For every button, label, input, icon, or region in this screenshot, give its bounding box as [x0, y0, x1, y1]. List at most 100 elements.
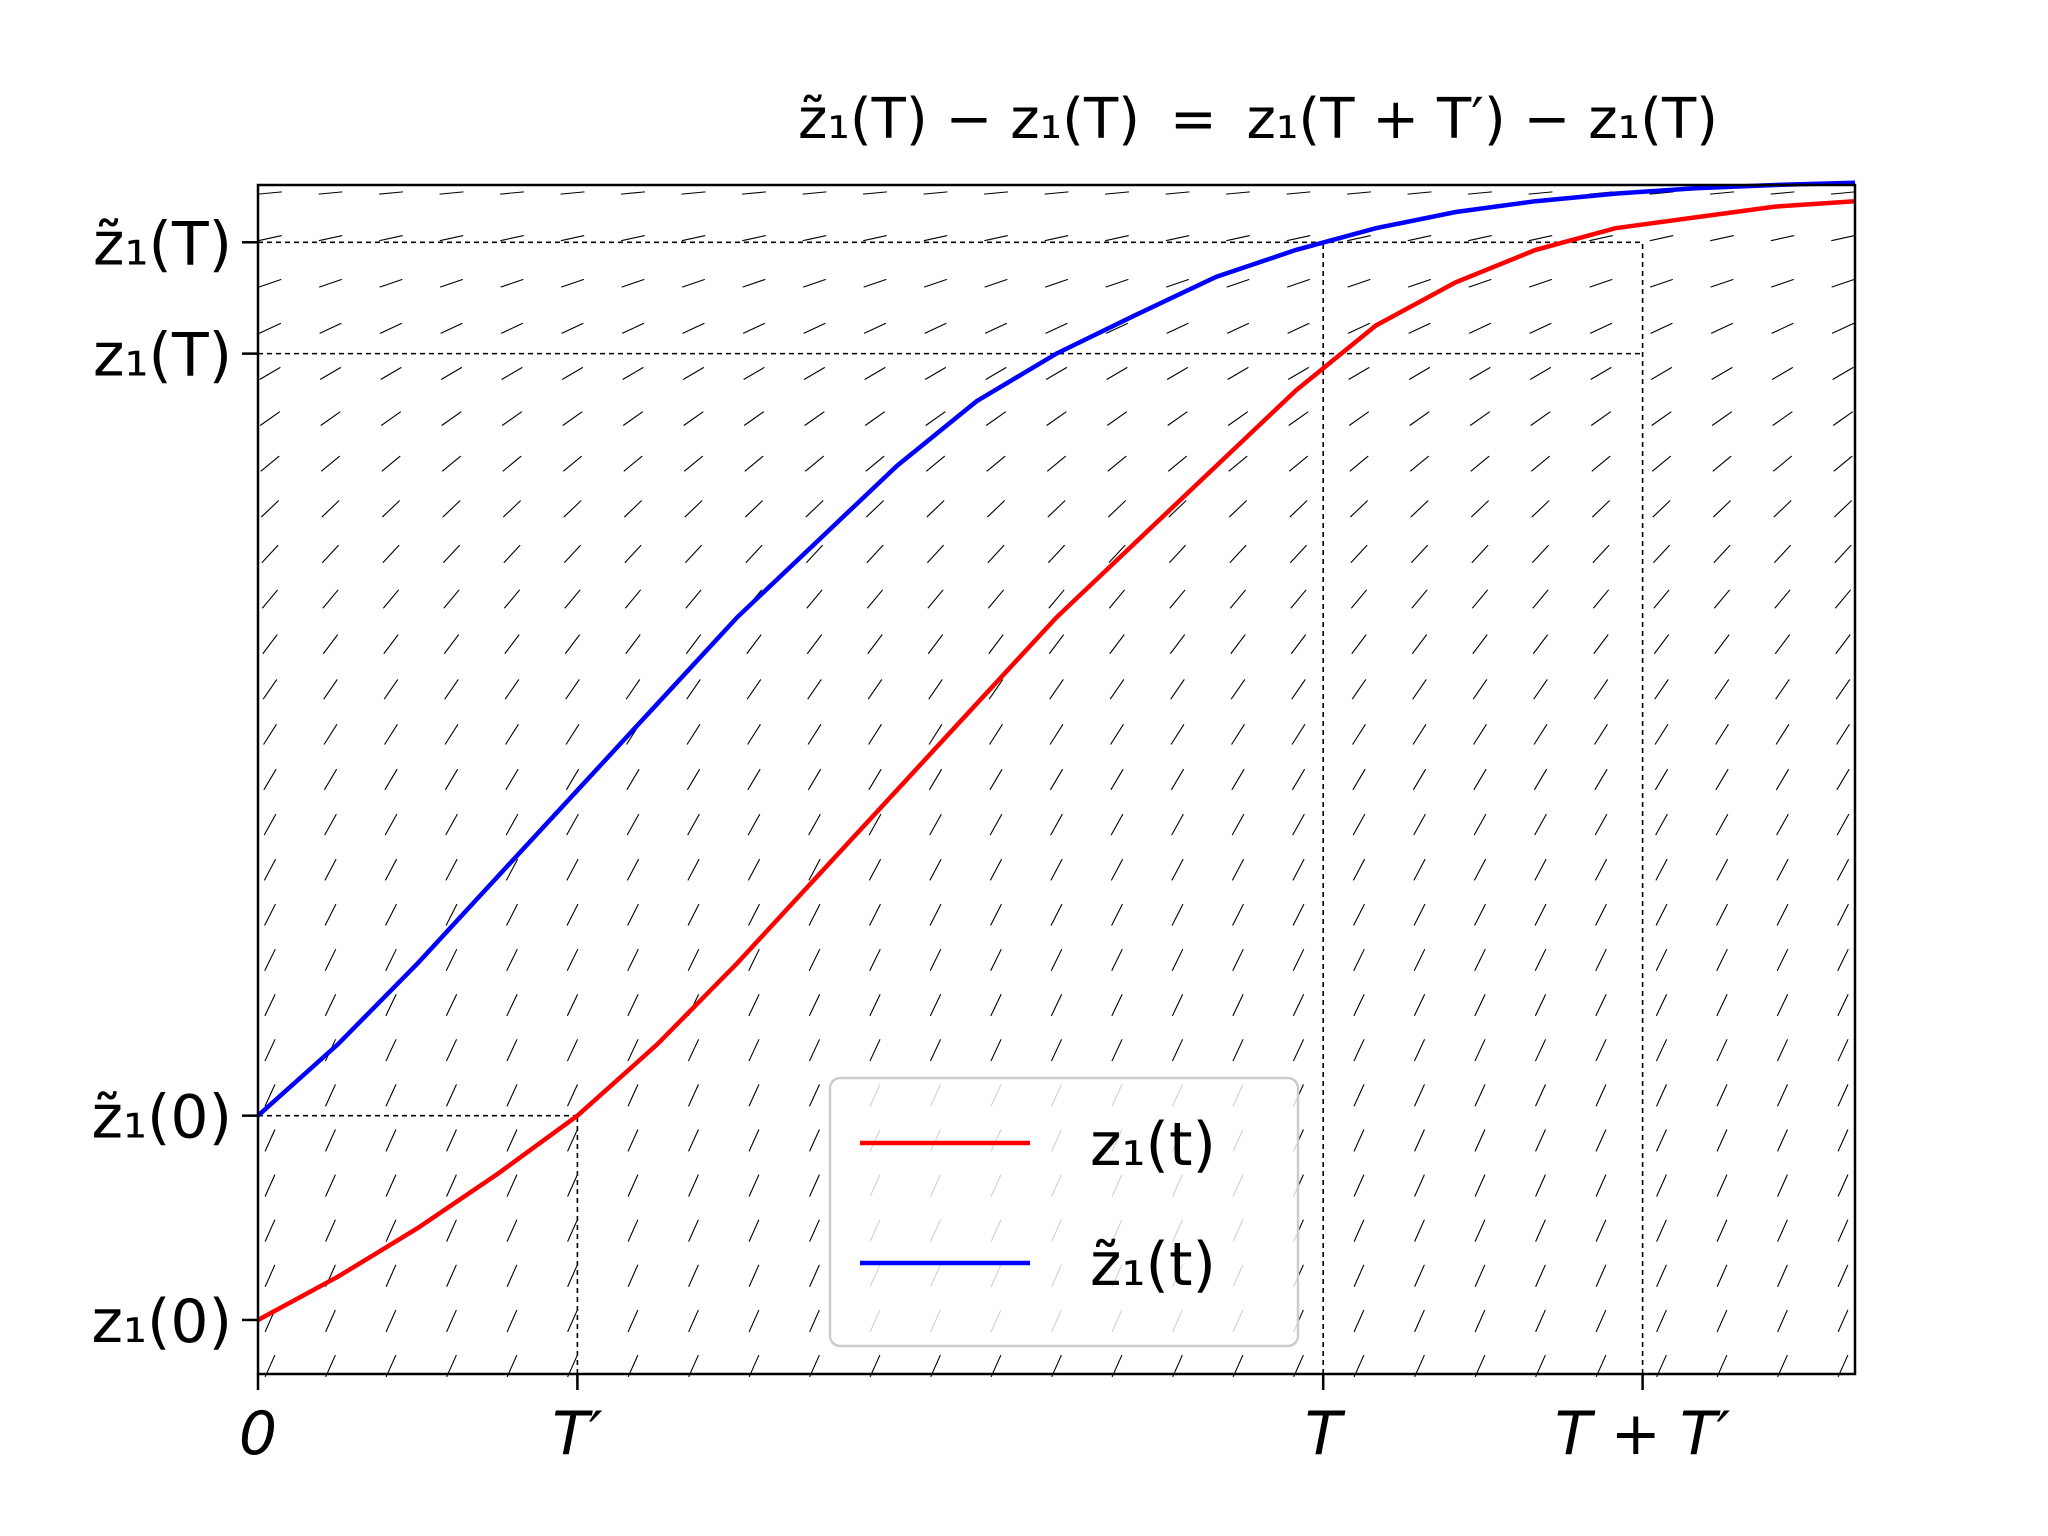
- slope-mark: [1111, 903, 1123, 926]
- slope-mark: [1286, 191, 1311, 195]
- slope-mark: [625, 679, 641, 700]
- slope-mark: [385, 1039, 397, 1062]
- y-tick-label: z₁(T): [93, 321, 232, 391]
- slope-mark: [502, 455, 522, 472]
- slope-mark: [1590, 411, 1612, 426]
- slope-mark: [1292, 813, 1305, 836]
- slope-mark: [1649, 234, 1674, 242]
- slope-mark: [1347, 278, 1371, 288]
- slope-mark: [383, 679, 399, 700]
- slope-mark: [866, 544, 884, 564]
- slope-mark: [379, 191, 403, 195]
- slope-mark: [1468, 191, 1492, 195]
- slope-mark: [1292, 948, 1305, 971]
- slope-mark: [1654, 679, 1669, 700]
- slope-mark: [863, 234, 887, 242]
- slope-mark: [500, 234, 524, 242]
- slope-mark: [1413, 813, 1426, 836]
- slope-mark: [379, 234, 403, 242]
- slope-mark: [1776, 948, 1789, 971]
- slope-mark: [1167, 411, 1188, 426]
- slope-mark: [1837, 1309, 1849, 1333]
- slope-mark: [622, 366, 644, 380]
- slope-mark: [1595, 1264, 1607, 1287]
- slope-mark: [1716, 903, 1728, 926]
- slope-mark: [384, 768, 398, 791]
- slope-mark: [806, 589, 823, 609]
- slope-mark: [445, 1039, 458, 1062]
- slope-mark: [923, 234, 948, 242]
- slope-mark: [320, 411, 341, 426]
- slope-mark: [1168, 500, 1187, 518]
- slope-mark: [324, 858, 337, 881]
- slope-mark: [258, 322, 282, 334]
- slope-mark: [1837, 948, 1849, 971]
- slope-mark: [324, 994, 337, 1017]
- slope-mark: [1232, 1039, 1244, 1062]
- slope-mark: [1227, 411, 1249, 426]
- slope-mark: [1772, 411, 1793, 426]
- slope-mark: [446, 1219, 457, 1242]
- slope-mark: [746, 634, 762, 655]
- slope-mark: [1412, 768, 1427, 791]
- slope-mark: [318, 234, 343, 242]
- slope-mark: [1469, 411, 1491, 426]
- slope-mark: [686, 723, 701, 745]
- slope-mark: [929, 948, 942, 971]
- slope-mark: [379, 322, 403, 334]
- slope-mark: [745, 544, 763, 564]
- y-tick-label: z̃₁(0): [91, 1083, 232, 1153]
- slope-mark: [258, 191, 282, 195]
- slope-mark: [1105, 234, 1129, 242]
- slope-mark: [1774, 634, 1791, 655]
- slope-mark: [1714, 679, 1730, 700]
- slope-mark: [627, 1219, 639, 1242]
- slope-mark: [809, 1174, 820, 1197]
- slope-mark: [566, 858, 579, 881]
- slope-mark: [748, 1219, 760, 1242]
- slope-mark: [1171, 858, 1184, 881]
- slope-mark: [923, 278, 948, 288]
- slope-mark: [626, 813, 640, 836]
- slope-mark: [321, 500, 340, 518]
- slope-mark: [566, 813, 579, 836]
- slope-mark: [1226, 322, 1250, 334]
- slope-mark: [1715, 813, 1729, 836]
- slope-mark: [1535, 1309, 1546, 1333]
- legend-box: [828, 1076, 1300, 1348]
- slope-mark: [803, 366, 826, 380]
- slope-mark: [747, 768, 761, 791]
- slope-mark: [263, 723, 277, 745]
- slope-mark: [385, 1309, 397, 1333]
- slope-mark: [746, 679, 762, 700]
- slope-mark: [1169, 634, 1186, 655]
- slope-mark: [809, 1309, 820, 1333]
- slope-mark: [1472, 634, 1488, 655]
- slope-mark: [1231, 813, 1245, 836]
- slope-mark: [1474, 994, 1486, 1017]
- slope-mark: [1771, 366, 1794, 380]
- slope-mark: [264, 1174, 276, 1197]
- slope-mark: [446, 1309, 457, 1333]
- slope-mark: [1532, 589, 1549, 609]
- slope-mark: [1407, 191, 1432, 195]
- slope-mark: [682, 366, 705, 380]
- slope-mark: [1836, 768, 1850, 791]
- slope-mark: [1229, 544, 1247, 564]
- slope-mark: [563, 544, 582, 564]
- slope-mark: [439, 234, 464, 242]
- slope-mark: [989, 858, 1003, 881]
- slope-mark: [505, 723, 519, 745]
- slope-mark: [989, 723, 1003, 745]
- slope-mark: [1169, 589, 1186, 609]
- slope-mark: [320, 455, 341, 472]
- slope-mark: [263, 813, 277, 836]
- slope-mark: [681, 234, 706, 242]
- slope-mark: [1776, 903, 1789, 926]
- slope-mark: [1292, 994, 1305, 1017]
- slope-mark: [1529, 322, 1552, 334]
- slope-mark: [1111, 948, 1123, 971]
- slope-mark: [747, 723, 761, 745]
- slope-mark: [986, 455, 1006, 472]
- slope-mark: [1407, 278, 1432, 288]
